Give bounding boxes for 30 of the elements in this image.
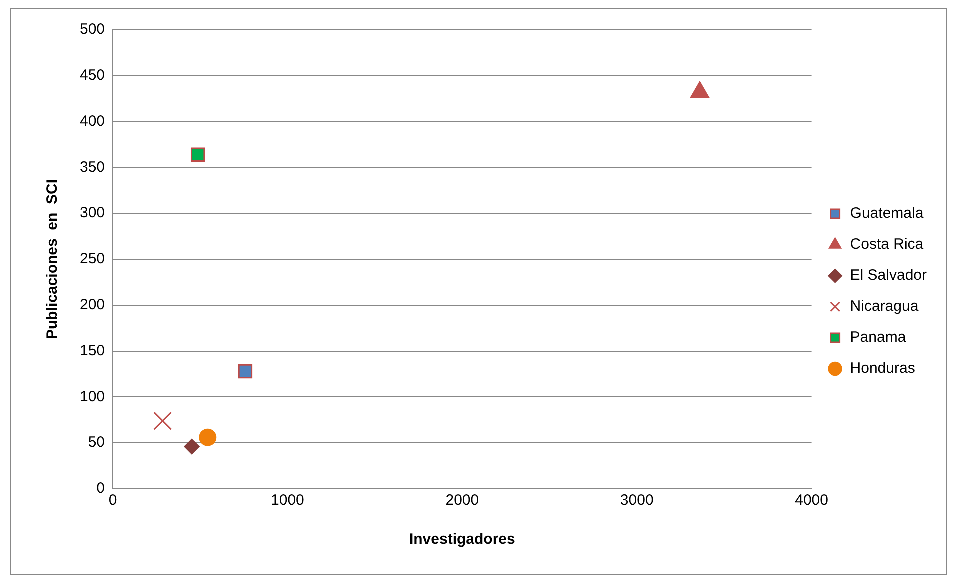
legend-label: Guatemala xyxy=(850,205,924,222)
x-axis-title: Investigadores xyxy=(409,531,516,548)
y-tick-label: 0 xyxy=(96,480,106,498)
point xyxy=(690,82,710,98)
point xyxy=(154,412,172,430)
y-axis-title: Publicaciones en SCI xyxy=(44,179,62,340)
y-tick-label: 350 xyxy=(80,158,106,176)
y-tick-label: 150 xyxy=(80,342,106,360)
legend-label: Honduras xyxy=(850,360,916,378)
y-tick-label: 450 xyxy=(80,67,106,84)
x-tick-label: 2000 xyxy=(446,492,480,510)
y-tick-label: 100 xyxy=(80,388,106,406)
x-tick-label: 3000 xyxy=(620,492,654,510)
point xyxy=(190,148,206,162)
x-tick-label: 4000 xyxy=(795,492,828,510)
point xyxy=(199,428,217,446)
legend-label: Panama xyxy=(850,329,907,346)
legend-label: El Salvador xyxy=(850,267,928,284)
legend-label: Costa Rica xyxy=(850,236,924,254)
point xyxy=(184,439,200,455)
x-tick-label: 1000 xyxy=(271,492,304,510)
y-tick-label: 400 xyxy=(80,112,106,130)
legend-label: Nicaragua xyxy=(850,298,920,316)
y-tick-label: 50 xyxy=(88,434,106,452)
x-tick-label: 0 xyxy=(108,492,118,510)
y-tick-label: 250 xyxy=(80,250,106,268)
point xyxy=(238,364,253,379)
y-tick-label: 500 xyxy=(80,21,106,38)
y-tick-label: 200 xyxy=(80,296,106,314)
y-tick-label: 300 xyxy=(80,204,106,222)
